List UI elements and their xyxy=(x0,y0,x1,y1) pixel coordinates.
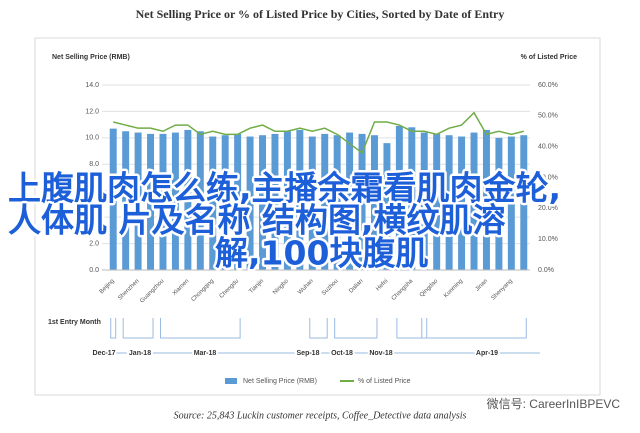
line xyxy=(113,111,524,155)
bar xyxy=(259,135,266,270)
bar xyxy=(296,129,304,270)
bar xyxy=(395,125,403,270)
bar xyxy=(495,137,503,270)
x-tick-label: Shenyang xyxy=(491,278,514,301)
timeline-label: Oct-18 xyxy=(331,350,353,357)
x-tick-label: Shenzhen xyxy=(117,278,140,301)
timeline-bracket xyxy=(309,318,328,339)
x-tick-label: Chongqing xyxy=(191,278,216,303)
bar xyxy=(283,131,291,270)
bar xyxy=(196,131,204,270)
bar xyxy=(271,133,279,270)
y-tick-label: 2.0 xyxy=(89,240,99,247)
bar xyxy=(383,143,391,270)
x-tick-label: Suzhou xyxy=(321,278,340,297)
y-tick-label: 0.0 xyxy=(89,267,99,274)
bar xyxy=(184,129,192,270)
legend-swatch xyxy=(225,378,237,384)
legend-label: % of Listed Price xyxy=(358,378,411,385)
chart-title: Net Selling Price or % of Listed Price b… xyxy=(136,7,505,21)
overlay-text: 人体肌 片及名称 结构图,横纹肌溶 xyxy=(8,201,506,240)
y2-tick-label: 60.0% xyxy=(538,82,558,89)
y2-tick-label: 0.0% xyxy=(538,267,554,274)
bar xyxy=(482,129,490,270)
bar xyxy=(371,135,378,270)
bar xyxy=(346,132,354,270)
bar xyxy=(458,136,466,270)
bar xyxy=(408,127,416,271)
x-tick-label: Qingdao xyxy=(419,278,440,299)
x-tick-label: Chengdu xyxy=(219,278,240,299)
bar xyxy=(308,136,316,270)
timeline-label: Nov-18 xyxy=(369,350,392,357)
bar xyxy=(470,132,478,270)
legend-label: Net Selling Price (RMB) xyxy=(243,378,317,385)
x-tick-label: Xiamen xyxy=(172,278,191,297)
bar xyxy=(234,133,242,270)
bar xyxy=(159,133,167,270)
bar xyxy=(134,132,142,270)
watermark: 微信号: CareerInIBPEVC xyxy=(487,397,621,411)
timeline-bracket xyxy=(334,318,378,339)
y-tick-label: 4.0 xyxy=(89,214,99,221)
bar xyxy=(171,132,179,270)
overlay-text: 上腹肌肉怎么练,主播余霜看肌肉金轮, xyxy=(8,169,561,208)
x-tick-label: Dalian xyxy=(348,278,364,294)
bar xyxy=(358,133,366,270)
x-tick-label: Hefei xyxy=(375,278,389,292)
bar xyxy=(333,135,341,270)
timeline-label: Dec-17 xyxy=(93,350,116,357)
y2-tick-label: 40.0% xyxy=(538,144,558,151)
y-tick-label: 6.0 xyxy=(89,188,99,195)
y-tick-label: 12.0 xyxy=(85,108,99,115)
bar xyxy=(147,133,155,270)
x-tick-label: Beijing xyxy=(99,278,116,295)
timeline-title: 1st Entry Month xyxy=(48,319,101,326)
bar xyxy=(445,135,453,270)
bar xyxy=(209,136,217,270)
bar xyxy=(433,133,441,270)
timeline-label: Jan-18 xyxy=(129,350,151,357)
bar xyxy=(246,136,254,270)
y-tick-label: 14.0 xyxy=(85,82,99,89)
timeline-bracket xyxy=(159,318,241,339)
bar xyxy=(122,131,130,270)
y-tick-label: 8.0 xyxy=(89,161,99,168)
y2-axis-label: % of Listed Price xyxy=(521,54,578,61)
x-tick-label: Guangzhou xyxy=(139,278,165,304)
timeline-label: Apr-19 xyxy=(476,350,498,357)
bar xyxy=(321,133,329,270)
source: Source: 25,843 Luckin customer receipts,… xyxy=(174,410,467,421)
y-tick-label: 10.0 xyxy=(85,135,99,142)
bar xyxy=(420,132,428,270)
x-tick-label: Jinan xyxy=(475,278,489,292)
y2-tick-label: 30.0% xyxy=(538,174,558,181)
bar xyxy=(221,135,229,270)
x-tick-label: Wuhan xyxy=(297,278,315,296)
x-tick-label: Changsha xyxy=(391,278,415,302)
plot-frame xyxy=(34,37,601,396)
bar xyxy=(520,135,528,270)
timeline-label: Mar-18 xyxy=(194,350,217,357)
timeline-bracket xyxy=(396,318,428,339)
y2-tick-label: 20.0% xyxy=(538,205,558,212)
x-tick-label: Kunming xyxy=(443,278,464,299)
y-axis-label: Net Selling Price (RMB) xyxy=(52,54,130,61)
y2-tick-label: 50.0% xyxy=(538,113,558,120)
timeline-label: Sep-18 xyxy=(297,350,320,357)
y2-tick-label: 10.0% xyxy=(538,236,558,243)
timeline-bracket xyxy=(122,318,154,339)
timeline-bracket xyxy=(421,318,527,339)
timeline-bracket xyxy=(110,318,117,339)
bar xyxy=(507,136,515,270)
x-tick-label: Ningbo xyxy=(272,278,290,296)
bar xyxy=(109,128,117,270)
overlay-text: 解,100块腹肌 xyxy=(215,234,428,273)
x-tick-label: Tianjin xyxy=(248,278,265,295)
